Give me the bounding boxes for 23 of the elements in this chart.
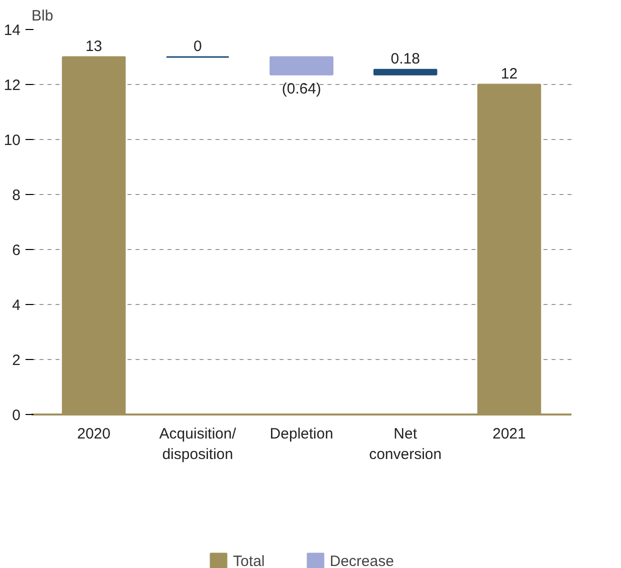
y-axis-title: Blb (32, 8, 54, 24)
legend-label: Total (233, 552, 265, 568)
y-tick-label: 0 (12, 407, 20, 424)
bar (373, 68, 438, 76)
y-tick-label: 12 (4, 77, 21, 94)
y-tick-label: 8 (12, 187, 20, 204)
text: 13 (85, 38, 102, 55)
x-tick-label: Acquisition/ disposition (159, 426, 237, 463)
x-tick-label: 2020 (77, 426, 110, 442)
x-tick-label: Depletion (270, 426, 334, 442)
y-tick-label: 2 (12, 352, 20, 369)
y-tick-label: 6 (12, 242, 20, 259)
x-tick-label: Net conversion (369, 426, 442, 463)
y-tick-label: 4 (12, 297, 20, 314)
text: 0 (193, 38, 202, 55)
text: 0.18 (390, 50, 420, 68)
text: (0.64) (282, 80, 322, 98)
y-tick-label: 10 (4, 132, 21, 149)
x-tick-label: 2021 (492, 426, 526, 442)
text: 12 (500, 66, 518, 82)
legend-label: Decrease (330, 552, 394, 568)
bar (270, 56, 334, 76)
y-tick-label: 14 (4, 22, 21, 39)
